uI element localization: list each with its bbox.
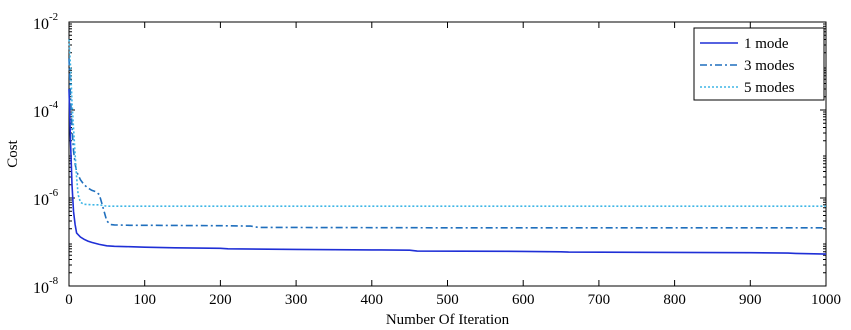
legend-label: 5 modes (744, 80, 795, 96)
legend-box (693, 27, 825, 101)
y-tick-base: 10 (33, 104, 49, 121)
series-line-1 (68, 88, 827, 255)
series-line-2 (68, 58, 826, 229)
y-tick-exponent: -4 (49, 99, 59, 111)
y-tick-label: 10-4 (33, 99, 59, 121)
tick-labels: 0 100 200 300 400 500 600 700 800 900 100010-810-6… (33, 11, 841, 308)
x-tick-label: 0 (65, 292, 73, 308)
x-tick-label: 600 (512, 292, 535, 308)
y-tick-label: 10-8 (33, 275, 59, 297)
y-axis-label: Cost (5, 139, 21, 167)
y-tick-base: 10 (33, 192, 49, 209)
legend-label: 1 mode (744, 36, 789, 52)
x-tick-label: 800 (663, 292, 686, 308)
y-tick-base: 10 (33, 280, 49, 297)
x-tick-label: 400 (361, 292, 384, 308)
x-tick-label: 200 (209, 292, 232, 308)
x-tick-label: 700 (588, 292, 611, 308)
y-tick-exponent: -6 (49, 187, 59, 199)
y-tick-label: 10-2 (33, 11, 58, 33)
x-tick-label: 900 (739, 292, 762, 308)
legend: 1 mode 3 modes 5 modes (693, 27, 825, 101)
x-tick-label: 1000 (811, 292, 841, 308)
x-tick-label: 100 (133, 292, 156, 308)
x-tick-label: 300 (285, 292, 308, 308)
x-axis-label: Number Of Iteration (386, 312, 510, 328)
series-lines (68, 39, 827, 255)
x-tick-label: 500 (436, 292, 459, 308)
y-tick-exponent: -8 (49, 275, 59, 287)
y-tick-base: 10 (33, 16, 49, 33)
legend-label: 3 modes (744, 58, 795, 74)
y-tick-label: 10-6 (33, 187, 59, 209)
y-tick-exponent: -2 (49, 11, 58, 23)
